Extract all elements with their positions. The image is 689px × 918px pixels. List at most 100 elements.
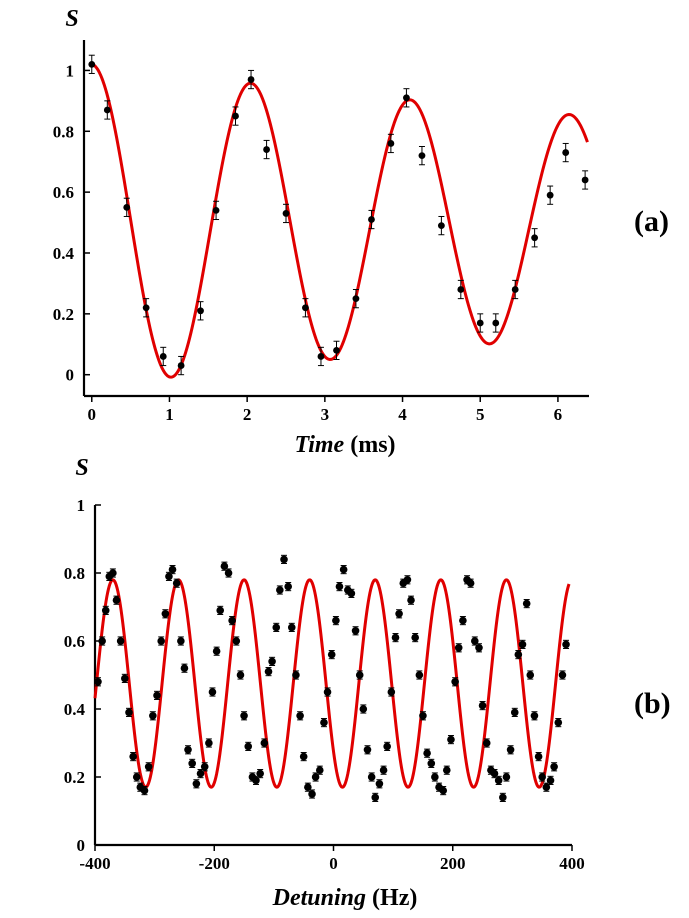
y-tick-label: 0.2 [64,768,85,787]
y-tick-label: 0.8 [53,122,74,141]
y-axis-label: S [65,6,78,32]
data-point [129,752,137,761]
data-point [554,718,563,727]
data-point [308,790,316,798]
y-tick-label: 1 [77,496,86,515]
data-point [510,708,519,717]
x-tick-label: -400 [79,854,110,873]
data-point [542,783,551,791]
x-axis-label-unit: (ms) [344,432,395,458]
data-point [121,674,129,683]
data-point [471,637,479,645]
data-point [157,637,165,645]
data-point [149,712,157,720]
x-axis-label-variable: Time [294,432,344,458]
data-point [475,644,483,652]
data-point [165,572,173,581]
data-point [371,793,380,802]
y-tick-label: 0.2 [53,305,74,324]
data-point [391,633,400,642]
data-point [264,667,273,676]
data-point [212,647,221,655]
data-point [205,739,213,747]
data-point [296,712,304,720]
data-point [232,637,241,645]
data-point [403,576,412,584]
data-point [363,746,372,754]
data-point [379,766,388,774]
data-point [159,353,167,360]
data-point [431,773,439,781]
data-point [132,773,141,781]
chart-panel-b: 0 0.2 0.4 0.6 0.8 1 -400 -200 0 200 400 S Detuning (… [64,455,671,911]
data-point [196,769,205,778]
data-point [140,786,149,795]
data-point [546,776,555,785]
x-axis-label: Time (ms) [294,432,395,458]
data-point [437,222,445,230]
data-point [562,640,570,649]
data-point [530,712,539,720]
x-tick-label: 6 [554,405,563,424]
chart-panel-a: 0 0.2 0.4 0.6 0.8 1 0 1 2 3 4 5 6 S Time (ms) (a) [53,6,669,458]
data-point [315,766,324,774]
x-tick-label: 1 [165,405,174,424]
data-point [418,152,426,160]
data-point [332,616,340,625]
data-point [506,746,515,754]
data-point [457,286,465,293]
data-point [317,353,325,360]
data-point [451,678,459,686]
data-point [538,773,546,781]
data-point [478,701,487,710]
data-point [256,769,264,778]
x-tick-label: 0 [329,854,338,873]
data-point [581,176,589,184]
data-point [125,708,133,717]
data-point [192,780,201,788]
data-point [546,191,554,199]
data-point [208,688,217,696]
data-point [352,295,360,303]
data-point [224,569,233,577]
data-point [442,766,451,774]
data-point [534,752,543,761]
data-point [492,319,500,327]
data-point [302,304,309,312]
x-tick-label: 0 [88,405,97,424]
data-point [240,712,248,720]
data-point [375,780,384,788]
data-point [276,586,284,594]
data-point [123,203,131,211]
fit-curve [91,62,589,379]
data-point [526,671,535,679]
y-tick-label: 1 [66,61,75,80]
x-axis-label: Detuning (Hz) [272,885,418,911]
y-tick-label: 0.8 [64,564,85,583]
data-point [287,623,296,632]
data-point [476,319,484,327]
data-point [562,149,570,156]
data-point [415,671,424,679]
data-point [423,749,431,757]
data-point [502,773,511,781]
data-point [351,627,360,635]
x-tick-label: 200 [440,854,466,873]
data-point [368,216,375,223]
data-point [387,688,396,696]
data-point [153,691,161,700]
data-point [427,759,436,768]
data-point [320,718,328,727]
data-point [161,610,170,618]
data-point [335,582,344,591]
data-point [494,776,503,785]
data-point [244,742,253,751]
data-point [511,286,519,293]
data-point [466,579,475,587]
data-point [228,616,236,625]
data-point [282,210,290,217]
data-point [292,671,300,679]
data-point [411,633,419,642]
data-point [490,769,499,778]
